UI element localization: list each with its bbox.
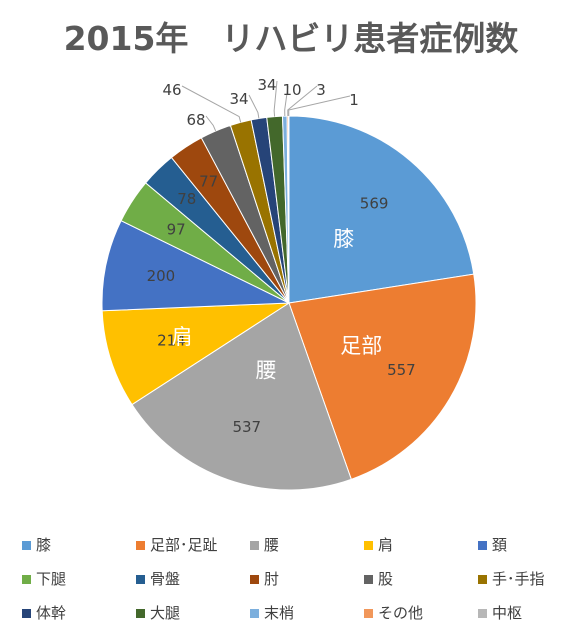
value-label: 200 (147, 267, 176, 285)
legend-label: 手･手指 (492, 570, 545, 588)
legend-swatch (250, 575, 259, 584)
legend-label: 腰 (264, 536, 279, 554)
slice-name-label: 肩 (172, 325, 193, 349)
leader-line (273, 80, 278, 117)
legend-item: 中枢 (478, 604, 522, 622)
chart-title: 2015年 リハビリ患者症例数 (64, 19, 520, 58)
value-label: 1 (349, 91, 359, 109)
leader-lines (181, 80, 351, 132)
slice-name-label: 腰 (256, 358, 277, 382)
legend-swatch (478, 541, 487, 550)
leader-line (248, 94, 260, 119)
legend-swatch (136, 609, 145, 618)
legend-swatch (136, 541, 145, 550)
value-label: 10 (282, 81, 301, 99)
value-label: 78 (177, 190, 196, 208)
legend-swatch (136, 575, 145, 584)
slice-5 (101, 219, 290, 312)
slice-1 (288, 115, 475, 304)
value-label: 97 (167, 221, 186, 239)
legend-item: 股 (364, 570, 393, 588)
legend-swatch (250, 541, 259, 550)
legend-label: 膝 (36, 536, 51, 554)
value-label: 3 (316, 81, 326, 99)
legend-swatch (22, 575, 31, 584)
pie-slices (101, 115, 477, 491)
legend-label: 大腿 (150, 604, 180, 622)
legend-swatch (364, 541, 373, 550)
legend-label: 頚 (492, 536, 507, 554)
legend-label: 中枢 (492, 604, 522, 622)
legend-swatch (250, 609, 259, 618)
legend-item: 肩 (364, 536, 393, 554)
legend-label: 肘 (264, 570, 279, 588)
value-label: 77 (199, 172, 218, 190)
value-label: 34 (229, 90, 248, 108)
value-label: 214 (157, 331, 186, 349)
leader-line (288, 95, 351, 117)
value-label: 537 (232, 418, 261, 436)
value-label: 34 (257, 76, 276, 94)
slice-4 (101, 302, 291, 406)
slice-name-label: 足部 (340, 334, 382, 358)
legend-item: 末梢 (250, 604, 294, 622)
legend-label: 骨盤 (150, 570, 180, 588)
leader-line (287, 85, 318, 117)
legend-label: 体幹 (36, 604, 66, 622)
legend-swatch (478, 609, 487, 618)
legend-swatch (22, 609, 31, 618)
legend-item: 大腿 (136, 604, 180, 622)
leader-line (284, 85, 289, 117)
value-label: 46 (162, 81, 181, 99)
legend-item: 下腿 (22, 570, 66, 588)
legend-label: 股 (378, 570, 393, 588)
slice-2 (288, 273, 477, 480)
legend-swatch (478, 575, 487, 584)
legend-item: 頚 (478, 536, 507, 554)
legend-swatch (364, 609, 373, 618)
legend-label: 下腿 (36, 570, 66, 588)
legend-swatch (22, 541, 31, 550)
value-label: 557 (387, 361, 416, 379)
legend-label: 足部･足趾 (150, 536, 218, 554)
value-label: 569 (360, 195, 389, 213)
legend-item: その他 (364, 604, 423, 622)
legend-item: 骨盤 (136, 570, 180, 588)
value-label: 68 (186, 111, 205, 129)
legend-item: 肘 (250, 570, 279, 588)
legend-item: 手･手指 (478, 570, 545, 588)
legend-label: 肩 (378, 536, 393, 554)
legend-swatch (364, 575, 373, 584)
slice-3 (131, 302, 352, 491)
slice-name-label: 膝 (333, 227, 354, 251)
legend-item: 体幹 (22, 604, 66, 622)
legend-item: 腰 (250, 536, 279, 554)
leader-line (181, 85, 242, 123)
legend-item: 足部･足趾 (136, 536, 218, 554)
leader-line (205, 115, 217, 132)
legend-label: その他 (378, 604, 423, 622)
legend-item: 膝 (22, 536, 51, 554)
legend-label: 末梢 (264, 604, 294, 622)
